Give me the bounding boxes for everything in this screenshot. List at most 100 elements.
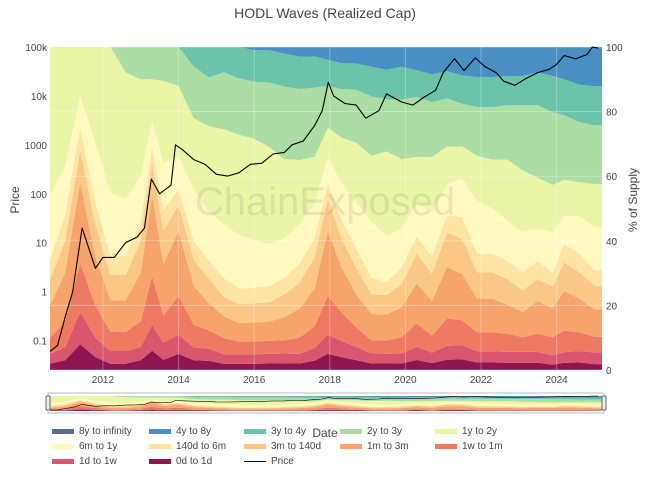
legend-label: 1w to 1m xyxy=(462,441,503,452)
range-slider-left-handle[interactable] xyxy=(45,395,51,411)
legend-swatch xyxy=(435,429,457,434)
legend-row: 1d to 1w 0d to 1d Price xyxy=(52,456,612,471)
gridlines xyxy=(50,46,602,371)
mini-area-1y-to-2y xyxy=(50,396,602,406)
legend-label: 3y to 4y xyxy=(271,426,307,437)
x-axis-label: Date xyxy=(312,426,338,440)
y-left-tick-label: 10k xyxy=(31,92,48,103)
legend-swatch xyxy=(52,429,74,434)
legend-label: 0d to 1d xyxy=(176,456,213,467)
legend-swatch xyxy=(52,444,74,449)
legend-item-3y-to-4y[interactable]: 3y to 4y xyxy=(244,426,306,437)
legend-swatch xyxy=(149,444,171,449)
legend-item-0d-to-1d[interactable]: 0d to 1d xyxy=(149,456,212,467)
mini-area-3y-to-4y xyxy=(50,396,602,400)
mini-area-1m-to-3m xyxy=(50,402,602,410)
chart-title: HODL Waves (Realized Cap) xyxy=(234,5,416,21)
x-axis: 2012 2014 2016 2018 2020 2022 2024 xyxy=(92,375,568,386)
legend-swatch xyxy=(149,429,171,434)
legend-item-price[interactable]: Price xyxy=(244,456,294,467)
y-left-tick-label: 1000 xyxy=(25,141,48,152)
x-tick-label: 2014 xyxy=(167,375,190,386)
area-1w-to-1m xyxy=(50,263,602,356)
legend-label: 2y to 3y xyxy=(367,426,403,437)
legend-item-1w-to-1m[interactable]: 1w to 1m xyxy=(435,441,503,452)
y-right-tick-label: 60 xyxy=(606,172,618,183)
legend-row: 6m to 1y 140d to 6m 3m to 140d 1m to 3m 1w t… xyxy=(52,441,612,456)
y-right-tick-label: 80 xyxy=(606,108,618,119)
x-tick-label: 2024 xyxy=(546,375,569,386)
y-left-axis: 0.1 1 10 100 1000 10k 100k xyxy=(25,43,48,348)
mini-area-1d-to-1w xyxy=(50,408,602,411)
y-left-tick-label: 1 xyxy=(41,288,47,299)
x-tick-label: 2012 xyxy=(92,375,115,386)
legend-item-3m-to-140d[interactable]: 3m to 140d xyxy=(244,441,321,452)
legend-swatch xyxy=(52,459,74,464)
range-slider[interactable] xyxy=(45,392,607,414)
main-plot-area xyxy=(50,47,602,370)
area-1d-to-1w xyxy=(50,311,602,365)
mini-area-0d-to-1d xyxy=(50,409,602,411)
range-slider-preview xyxy=(49,395,602,411)
legend-item-1m-to-3m[interactable]: 1m to 3m xyxy=(340,441,409,452)
x-tick-label: 2016 xyxy=(243,375,266,386)
legend-label: 3m to 140d xyxy=(271,441,322,452)
legend-item-140d-to-6m[interactable]: 140d to 6m xyxy=(149,441,226,452)
legend-label: 6m to 1y xyxy=(79,441,118,452)
legend-swatch xyxy=(435,444,457,449)
legend-row: 8y to infinity 4y to 8y 3y to 4y 2y to 3y 1y… xyxy=(52,426,612,441)
y-axis-left-label: Price xyxy=(8,186,22,214)
legend-item-1d-to-1w[interactable]: 1d to 1w xyxy=(52,456,117,467)
legend-label: Price xyxy=(271,456,294,467)
legend-swatch xyxy=(244,461,266,462)
y-right-tick-label: 0 xyxy=(606,366,612,377)
x-tick-label: 2020 xyxy=(394,375,417,386)
legend-label: 1m to 3m xyxy=(367,441,409,452)
area-3m-to-140d xyxy=(50,150,602,323)
legend-item-6m-to-1y[interactable]: 6m to 1y xyxy=(52,441,117,452)
watermark: ChainExposed xyxy=(195,180,455,224)
area-0d-to-1d xyxy=(50,344,602,370)
mini-area-2y-to-3y xyxy=(50,396,602,403)
legend-label: 8y to infinity xyxy=(79,426,132,437)
legend-label: 140d to 6m xyxy=(176,441,227,452)
y-right-axis: 0 20 40 60 80 100 xyxy=(606,43,623,377)
area-2y-to-3y xyxy=(50,47,602,185)
legend-item-4y-to-8y[interactable]: 4y to 8y xyxy=(149,426,211,437)
legend-swatch xyxy=(244,444,266,449)
legend-swatch xyxy=(244,429,266,434)
y-left-tick-label: 100k xyxy=(25,43,48,54)
legend: 8y to infinity 4y to 8y 3y to 4y 2y to 3y 1y… xyxy=(52,426,612,471)
area-6m-to-1y xyxy=(50,95,602,289)
area-1y-to-2y xyxy=(50,47,602,244)
legend-item-2y-to-3y[interactable]: 2y to 3y xyxy=(340,426,402,437)
y-axis-right-label: % of Supply xyxy=(626,168,640,232)
y-right-tick-label: 100 xyxy=(606,43,623,54)
area-4y-to-8y xyxy=(50,47,602,87)
price-series-line xyxy=(49,46,599,352)
legend-swatch xyxy=(340,444,362,449)
range-slider-price-line xyxy=(49,395,599,411)
legend-item-1y-to-2y[interactable]: 1y to 2y xyxy=(435,426,497,437)
y-left-tick-label: 100 xyxy=(30,190,47,201)
area-1m-to-3m xyxy=(50,182,602,342)
legend-label: 1y to 2y xyxy=(462,426,498,437)
x-tick-label: 2018 xyxy=(319,375,342,386)
range-slider-right-handle[interactable] xyxy=(601,395,607,411)
y-left-tick-label: 0.1 xyxy=(33,337,47,348)
area-3y-to-4y xyxy=(50,47,602,126)
mini-area-3m-to-140d xyxy=(50,400,602,409)
legend-swatch xyxy=(340,429,362,434)
y-right-tick-label: 20 xyxy=(606,301,618,312)
y-right-tick-label: 40 xyxy=(606,237,618,248)
legend-swatch xyxy=(149,459,171,464)
x-tick-label: 2022 xyxy=(470,375,493,386)
legend-label: 4y to 8y xyxy=(176,426,212,437)
mini-area-4y-to-8y xyxy=(50,396,602,398)
y-left-tick-label: 10 xyxy=(36,239,48,250)
mini-area-1w-to-1m xyxy=(50,406,602,411)
legend-label: 1d to 1w xyxy=(79,456,117,467)
legend-item-8y-to-infinity[interactable]: 8y to infinity xyxy=(52,426,132,437)
price-line xyxy=(49,46,599,352)
